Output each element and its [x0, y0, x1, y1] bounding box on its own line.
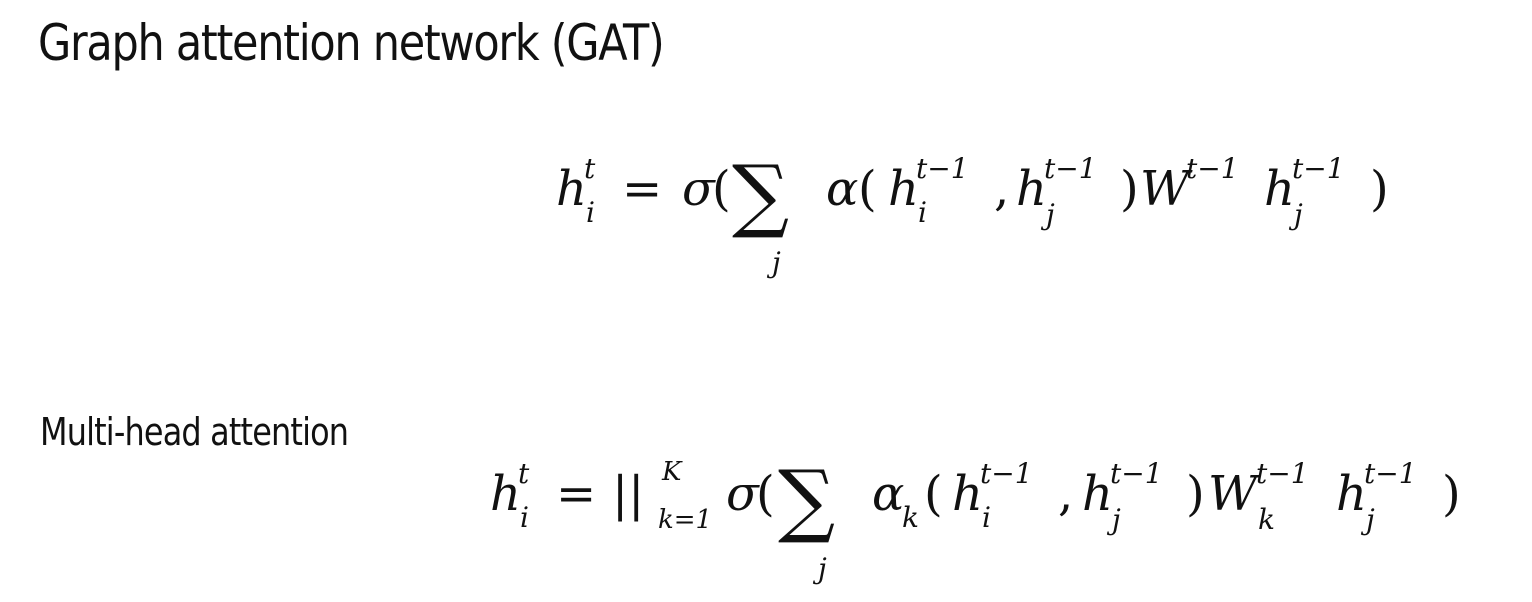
eq2-sub-k1: k=1	[658, 505, 712, 535]
eq1-sup-t: t	[584, 152, 596, 185]
gat-equation-body: h t i = σ ( ∑ j α ( h t−1 i , h t−1 j ) …	[556, 148, 1389, 279]
eq1-sub-i2: i	[918, 196, 927, 229]
eq2-h: h	[490, 466, 521, 522]
eq2-alpha-sub-k: k	[902, 501, 919, 534]
eq2-h2: h	[952, 466, 983, 522]
eq2-rparen: )	[1186, 466, 1205, 522]
eq1-h3: h	[1016, 161, 1047, 217]
section-heading-multihead: Multi-head attention	[40, 410, 349, 454]
eq1-comma: ,	[994, 161, 1009, 217]
eq1-h2: h	[888, 161, 919, 217]
eq1-sum: ∑	[732, 148, 789, 241]
eq1-W: W	[1140, 161, 1193, 217]
eq1-equals: =	[622, 161, 662, 217]
eq1-rparen2: )	[1370, 161, 1389, 217]
eq2-sup-tm1a: t−1	[980, 457, 1033, 490]
eq2-sup-tm1c: t−1	[1256, 457, 1309, 490]
eq2-sup-tm1b: t−1	[1110, 457, 1163, 490]
eq1-lparen2: (	[858, 161, 877, 217]
eq2-h3: h	[1082, 466, 1113, 522]
eq2-sum: ∑	[778, 453, 835, 546]
eq2-sup-K: K	[661, 457, 683, 487]
eq2-sub-k: k	[1258, 503, 1275, 536]
eq2-comma: ,	[1058, 466, 1073, 522]
slide-title: Graph attention network (GAT)	[38, 14, 665, 72]
eq1-sigma: σ	[682, 161, 716, 217]
eq1-sup-tm1b: t−1	[1044, 152, 1097, 185]
eq2-lparen: (	[756, 466, 775, 522]
eq1-rparen: )	[1120, 161, 1139, 217]
eq1-sup-tm1a: t−1	[916, 152, 969, 185]
eq1-alpha: α	[826, 161, 858, 217]
eq2-W: W	[1208, 466, 1261, 522]
multihead-equation-body: h t i = || K k=1 σ ( ∑ j α k ( h t−1 i ,…	[490, 453, 1461, 585]
eq2-sum-j: j	[812, 552, 827, 585]
eq2-equals: =	[556, 466, 596, 522]
eq1-sum-j: j	[766, 246, 781, 279]
eq1-h4: h	[1264, 161, 1295, 217]
eq2-sub-i: i	[520, 501, 529, 534]
eq2-bars: ||	[612, 466, 644, 522]
eq2-sup-t: t	[518, 457, 530, 490]
eq1-h: h	[556, 161, 587, 217]
eq1-sup-tm1c: t−1	[1186, 152, 1239, 185]
eq1-sup-tm1d: t−1	[1292, 152, 1345, 185]
eq1-sub-i: i	[586, 196, 595, 229]
eq1-lparen: (	[712, 161, 731, 217]
eq2-rparen2: )	[1442, 466, 1461, 522]
eq2-alpha: α	[872, 466, 904, 522]
eq2-h4: h	[1336, 466, 1367, 522]
eq2-lparen2: (	[924, 466, 943, 522]
eq2-sup-tm1d: t−1	[1364, 457, 1417, 490]
eq2-sigma: σ	[726, 466, 760, 522]
eq2-sub-i2: i	[982, 501, 991, 534]
